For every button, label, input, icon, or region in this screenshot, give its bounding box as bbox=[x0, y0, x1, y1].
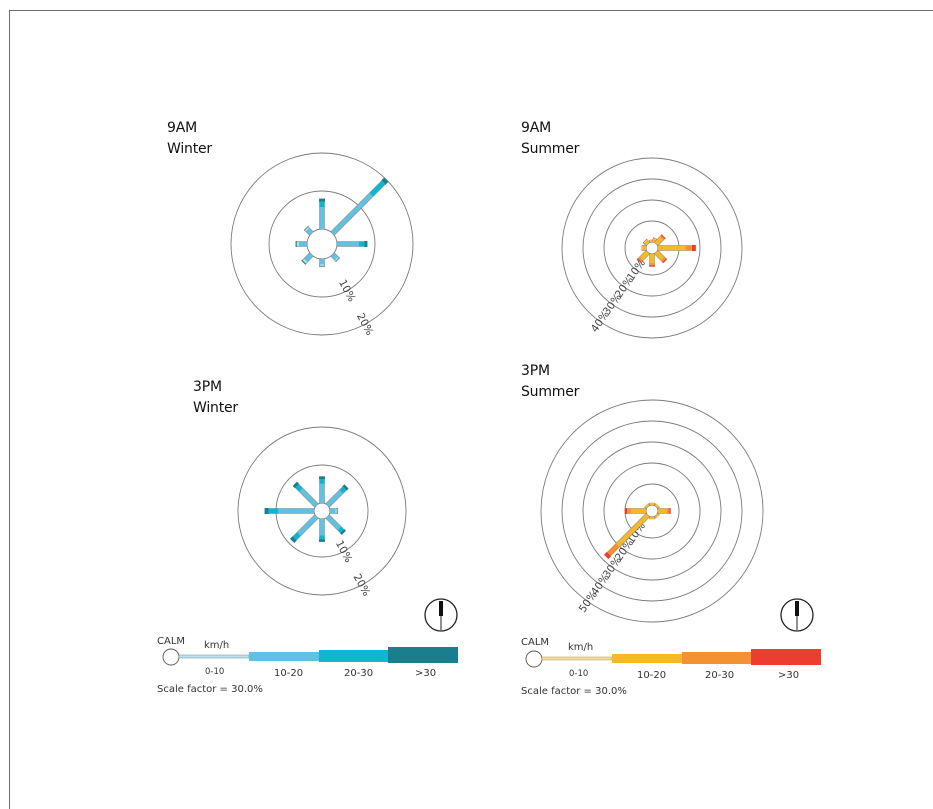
wind-rose-winter_3pm: 10%20% bbox=[237, 426, 407, 598]
title-winter-3pm: 3PM Winter bbox=[193, 377, 238, 419]
north-arrow-icon bbox=[780, 598, 814, 632]
title-summer-3pm: 3PM Summer bbox=[521, 361, 579, 403]
title-time: 3PM bbox=[521, 363, 550, 379]
north-arrow-icon bbox=[424, 598, 458, 632]
legend-bin-label: 20-30 bbox=[705, 670, 734, 681]
petal-SW bbox=[604, 513, 650, 559]
petal-NW bbox=[303, 225, 314, 236]
petal-SE bbox=[654, 250, 668, 264]
petal-NE bbox=[325, 484, 349, 508]
petal-NE bbox=[654, 234, 666, 246]
petal-SW bbox=[636, 250, 650, 264]
legend-bin-label: >30 bbox=[415, 668, 436, 679]
title-time: 9AM bbox=[167, 120, 197, 136]
petal-SE bbox=[325, 514, 346, 535]
ring-50% bbox=[540, 399, 764, 623]
legend-calm-label: CALM bbox=[521, 637, 549, 648]
wind-rose-summer_9am: 10%20%30%40% bbox=[561, 157, 743, 339]
petal-NW bbox=[642, 238, 650, 246]
petal-NE bbox=[330, 177, 389, 236]
petal-NW bbox=[292, 481, 319, 508]
scale-factor-label: Scale factor = 30.0% bbox=[157, 684, 263, 695]
legend-bin-label: 10-20 bbox=[637, 670, 666, 681]
title-time: 3PM bbox=[193, 379, 222, 395]
ring-10% bbox=[268, 190, 376, 298]
title-season: Winter bbox=[167, 141, 212, 157]
ring-20% bbox=[603, 462, 701, 560]
scale-factor-label: Scale factor = 30.0% bbox=[521, 686, 627, 697]
title-summer-9am: 9AM Summer bbox=[521, 118, 579, 160]
title-season: Summer bbox=[521, 384, 580, 400]
legend-bin-label: >30 bbox=[778, 670, 799, 681]
legend-bin-0-10 bbox=[541, 656, 613, 661]
title-winter-9am: 9AM Winter bbox=[167, 118, 212, 160]
wind-rose-winter_9am: 10%20% bbox=[230, 152, 414, 337]
legend-calm-circle bbox=[525, 650, 543, 668]
ring-40% bbox=[561, 157, 743, 339]
legend-bin-label: 0-10 bbox=[569, 669, 588, 679]
title-season: Winter bbox=[193, 400, 238, 416]
ring-20% bbox=[603, 199, 701, 297]
petal-SW bbox=[290, 514, 319, 543]
legend-bin-gt30 bbox=[751, 649, 821, 665]
ring-20% bbox=[230, 152, 414, 336]
legend-bin-10-20 bbox=[249, 652, 319, 661]
legend-bin-label: 20-30 bbox=[344, 668, 373, 679]
legend-bin-10-20 bbox=[612, 654, 682, 663]
legend-bin-gt30 bbox=[388, 647, 458, 663]
legend-unit-label: km/h bbox=[568, 642, 593, 653]
figure-frame bbox=[9, 10, 933, 809]
legend-bin-label: 10-20 bbox=[274, 668, 303, 679]
wind-rose-summer_3pm: 10%20%30%40%50% bbox=[540, 399, 764, 623]
title-time: 9AM bbox=[521, 120, 551, 136]
legend-bin-label: 0-10 bbox=[205, 667, 224, 677]
ring-30% bbox=[582, 178, 722, 318]
legend-bin-20-30 bbox=[319, 650, 388, 662]
ring-40% bbox=[561, 420, 743, 602]
petal-SE bbox=[654, 513, 660, 519]
petal-NW bbox=[644, 503, 650, 509]
petal-SE bbox=[330, 252, 341, 263]
ring-30% bbox=[582, 441, 722, 581]
legend-bin-20-30 bbox=[682, 652, 751, 664]
petal-SW bbox=[301, 252, 314, 265]
petal-NE bbox=[654, 503, 660, 509]
ring-20% bbox=[237, 426, 407, 596]
title-season: Summer bbox=[521, 141, 580, 157]
legend-unit-label: km/h bbox=[204, 640, 229, 651]
legend-calm-label: CALM bbox=[157, 636, 185, 647]
